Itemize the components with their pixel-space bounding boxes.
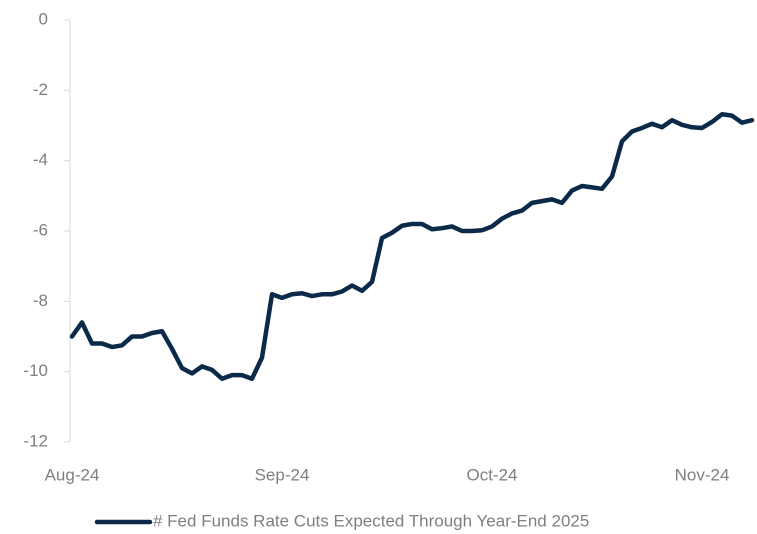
y-tick-label: -4 <box>33 150 48 169</box>
x-tick-label: Sep-24 <box>255 465 310 484</box>
y-tick-label: -8 <box>33 291 48 310</box>
y-tick-label: -6 <box>33 220 48 239</box>
x-tick-label: Aug-24 <box>45 465 100 484</box>
y-tick-label: -10 <box>23 361 48 380</box>
y-tick-label: 0 <box>39 9 48 28</box>
y-tick-label: -12 <box>23 431 48 450</box>
x-tick-label: Oct-24 <box>466 465 517 484</box>
series-line <box>69 111 755 381</box>
y-tick-label: -2 <box>33 80 48 99</box>
x-tick-label: Nov-24 <box>675 465 730 484</box>
legend-label: # Fed Funds Rate Cuts Expected Through Y… <box>153 511 589 530</box>
